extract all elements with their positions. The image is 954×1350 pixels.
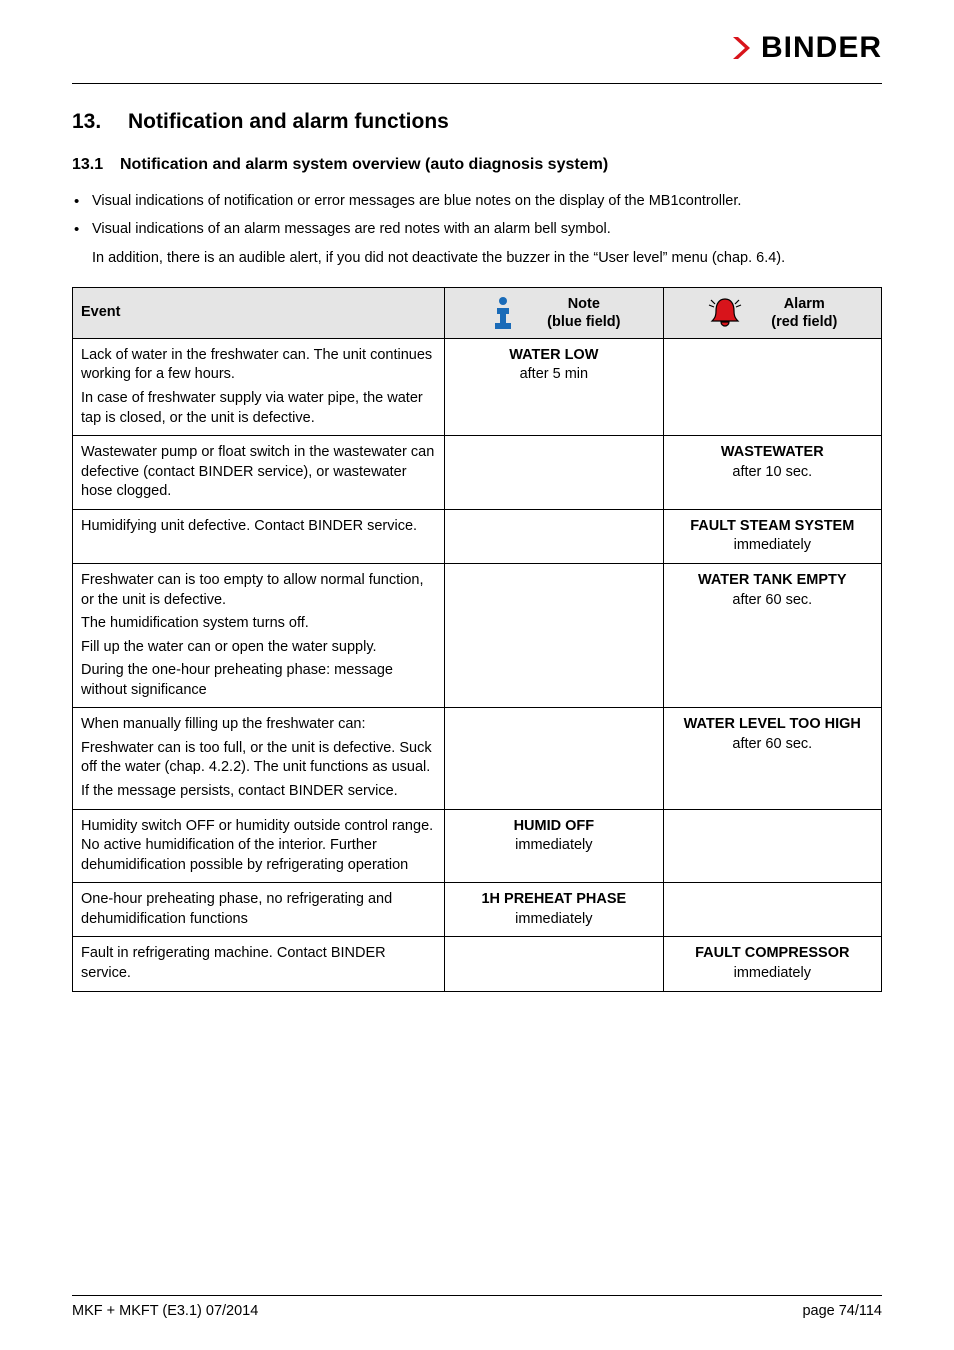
alarm-cell bbox=[663, 883, 881, 937]
alarm-cell bbox=[663, 809, 881, 883]
brand-name: BINDER bbox=[761, 28, 882, 69]
event-cell: When manually filling up the freshwater … bbox=[73, 708, 445, 809]
footer-right: page 74/114 bbox=[802, 1302, 882, 1322]
subsection-title: 13.1Notification and alarm system overvi… bbox=[72, 154, 882, 176]
footer-left: MKF + MKFT (E3.1) 07/2014 bbox=[72, 1302, 258, 1322]
subsection-number: 13.1 bbox=[72, 154, 120, 176]
note-cell: HUMID OFFimmediately bbox=[445, 809, 663, 883]
alarm-line2: after 10 sec. bbox=[672, 463, 873, 483]
alarm-cell: WATER LEVEL TOO HIGHafter 60 sec. bbox=[663, 708, 881, 809]
table-row: Wastewater pump or float switch in the w… bbox=[73, 436, 882, 510]
note-line2: after 5 min bbox=[453, 365, 654, 385]
info-icon bbox=[487, 295, 519, 331]
event-paragraph: Humidity switch OFF or humidity outside … bbox=[81, 817, 436, 876]
table-row: Humidifying unit defective. Contact BIND… bbox=[73, 509, 882, 563]
event-paragraph: Freshwater can is too full, or the unit … bbox=[81, 739, 436, 778]
event-cell: Fault in refrigerating machine. Contact … bbox=[73, 937, 445, 991]
alarm-cell: WATER TANK EMPTYafter 60 sec. bbox=[663, 563, 881, 707]
page-header: BINDER bbox=[72, 28, 882, 84]
event-cell: One-hour preheating phase, no refrigerat… bbox=[73, 883, 445, 937]
section-title: 13.Notification and alarm functions bbox=[72, 108, 882, 136]
alarm-table: Event Note (blue field) bbox=[72, 287, 882, 992]
event-cell: Wastewater pump or float switch in the w… bbox=[73, 436, 445, 510]
event-paragraph: Freshwater can is too empty to allow nor… bbox=[81, 571, 436, 610]
section-number: 13. bbox=[72, 108, 128, 136]
event-cell: Lack of water in the freshwater can. The… bbox=[73, 338, 445, 435]
note-line1: 1H PREHEAT PHASE bbox=[453, 890, 654, 910]
table-row: Fault in refrigerating machine. Contact … bbox=[73, 937, 882, 991]
note-line2: immediately bbox=[453, 910, 654, 930]
alarm-line2: immediately bbox=[672, 964, 873, 984]
alarm-line2: after 60 sec. bbox=[672, 591, 873, 611]
header-alarm-l2: (red field) bbox=[771, 313, 837, 331]
event-paragraph: During the one-hour preheating phase: me… bbox=[81, 661, 436, 700]
alarm-line1: FAULT COMPRESSOR bbox=[672, 944, 873, 964]
note-line2: immediately bbox=[453, 836, 654, 856]
brand-logo: BINDER bbox=[731, 28, 882, 69]
alarm-line1: FAULT STEAM SYSTEM bbox=[672, 517, 873, 537]
event-cell: Humidifying unit defective. Contact BIND… bbox=[73, 509, 445, 563]
header-alarm: Alarm (red field) bbox=[663, 287, 881, 338]
note-line1: HUMID OFF bbox=[453, 817, 654, 837]
event-paragraph: One-hour preheating phase, no refrigerat… bbox=[81, 890, 436, 929]
alarm-cell: FAULT COMPRESSORimmediately bbox=[663, 937, 881, 991]
header-alarm-l1: Alarm bbox=[771, 295, 837, 313]
note-cell bbox=[445, 436, 663, 510]
alarm-line1: WATER LEVEL TOO HIGH bbox=[672, 715, 873, 735]
alarm-line1: WATER TANK EMPTY bbox=[672, 571, 873, 591]
post-bullets-paragraph: In addition, there is an audible alert, … bbox=[72, 249, 882, 269]
header-note-l1: Note bbox=[547, 295, 620, 313]
event-paragraph: Fault in refrigerating machine. Contact … bbox=[81, 944, 436, 983]
alarm-line2: immediately bbox=[672, 536, 873, 556]
note-cell bbox=[445, 937, 663, 991]
note-line1: WATER LOW bbox=[453, 346, 654, 366]
bullet-list: Visual indications of notification or er… bbox=[72, 192, 882, 239]
event-paragraph: If the message persists, contact BINDER … bbox=[81, 782, 436, 802]
note-cell bbox=[445, 509, 663, 563]
event-paragraph: Wastewater pump or float switch in the w… bbox=[81, 443, 436, 502]
alarm-line2: after 60 sec. bbox=[672, 735, 873, 755]
note-cell: WATER LOWafter 5 min bbox=[445, 338, 663, 435]
logo-chevron-icon bbox=[731, 33, 755, 63]
event-paragraph: Fill up the water can or open the water … bbox=[81, 638, 436, 658]
event-paragraph: Humidifying unit defective. Contact BIND… bbox=[81, 517, 436, 537]
alarm-cell bbox=[663, 338, 881, 435]
header-note-l2: (blue field) bbox=[547, 313, 620, 331]
subsection-title-text: Notification and alarm system overview (… bbox=[120, 156, 608, 173]
table-row: Freshwater can is too empty to allow nor… bbox=[73, 563, 882, 707]
alarm-cell: FAULT STEAM SYSTEMimmediately bbox=[663, 509, 881, 563]
note-cell: 1H PREHEAT PHASEimmediately bbox=[445, 883, 663, 937]
event-paragraph: Lack of water in the freshwater can. The… bbox=[81, 346, 436, 385]
alarm-line1: WASTEWATER bbox=[672, 443, 873, 463]
table-row: Lack of water in the freshwater can. The… bbox=[73, 338, 882, 435]
table-row: One-hour preheating phase, no refrigerat… bbox=[73, 883, 882, 937]
bell-icon bbox=[707, 295, 743, 331]
table-row: Humidity switch OFF or humidity outside … bbox=[73, 809, 882, 883]
note-cell bbox=[445, 708, 663, 809]
event-cell: Humidity switch OFF or humidity outside … bbox=[73, 809, 445, 883]
note-cell bbox=[445, 563, 663, 707]
alarm-cell: WASTEWATERafter 10 sec. bbox=[663, 436, 881, 510]
section-title-text: Notification and alarm functions bbox=[128, 110, 449, 133]
event-paragraph: The humidification system turns off. bbox=[81, 614, 436, 634]
page-footer: MKF + MKFT (E3.1) 07/2014 page 74/114 bbox=[72, 1295, 882, 1322]
event-cell: Freshwater can is too empty to allow nor… bbox=[73, 563, 445, 707]
list-item: Visual indications of an alarm messages … bbox=[72, 220, 882, 240]
list-item: Visual indications of notification or er… bbox=[72, 192, 882, 212]
event-paragraph: When manually filling up the freshwater … bbox=[81, 715, 436, 735]
header-event: Event bbox=[73, 287, 445, 338]
header-note: Note (blue field) bbox=[445, 287, 663, 338]
event-paragraph: In case of freshwater supply via water p… bbox=[81, 389, 436, 428]
table-row: When manually filling up the freshwater … bbox=[73, 708, 882, 809]
